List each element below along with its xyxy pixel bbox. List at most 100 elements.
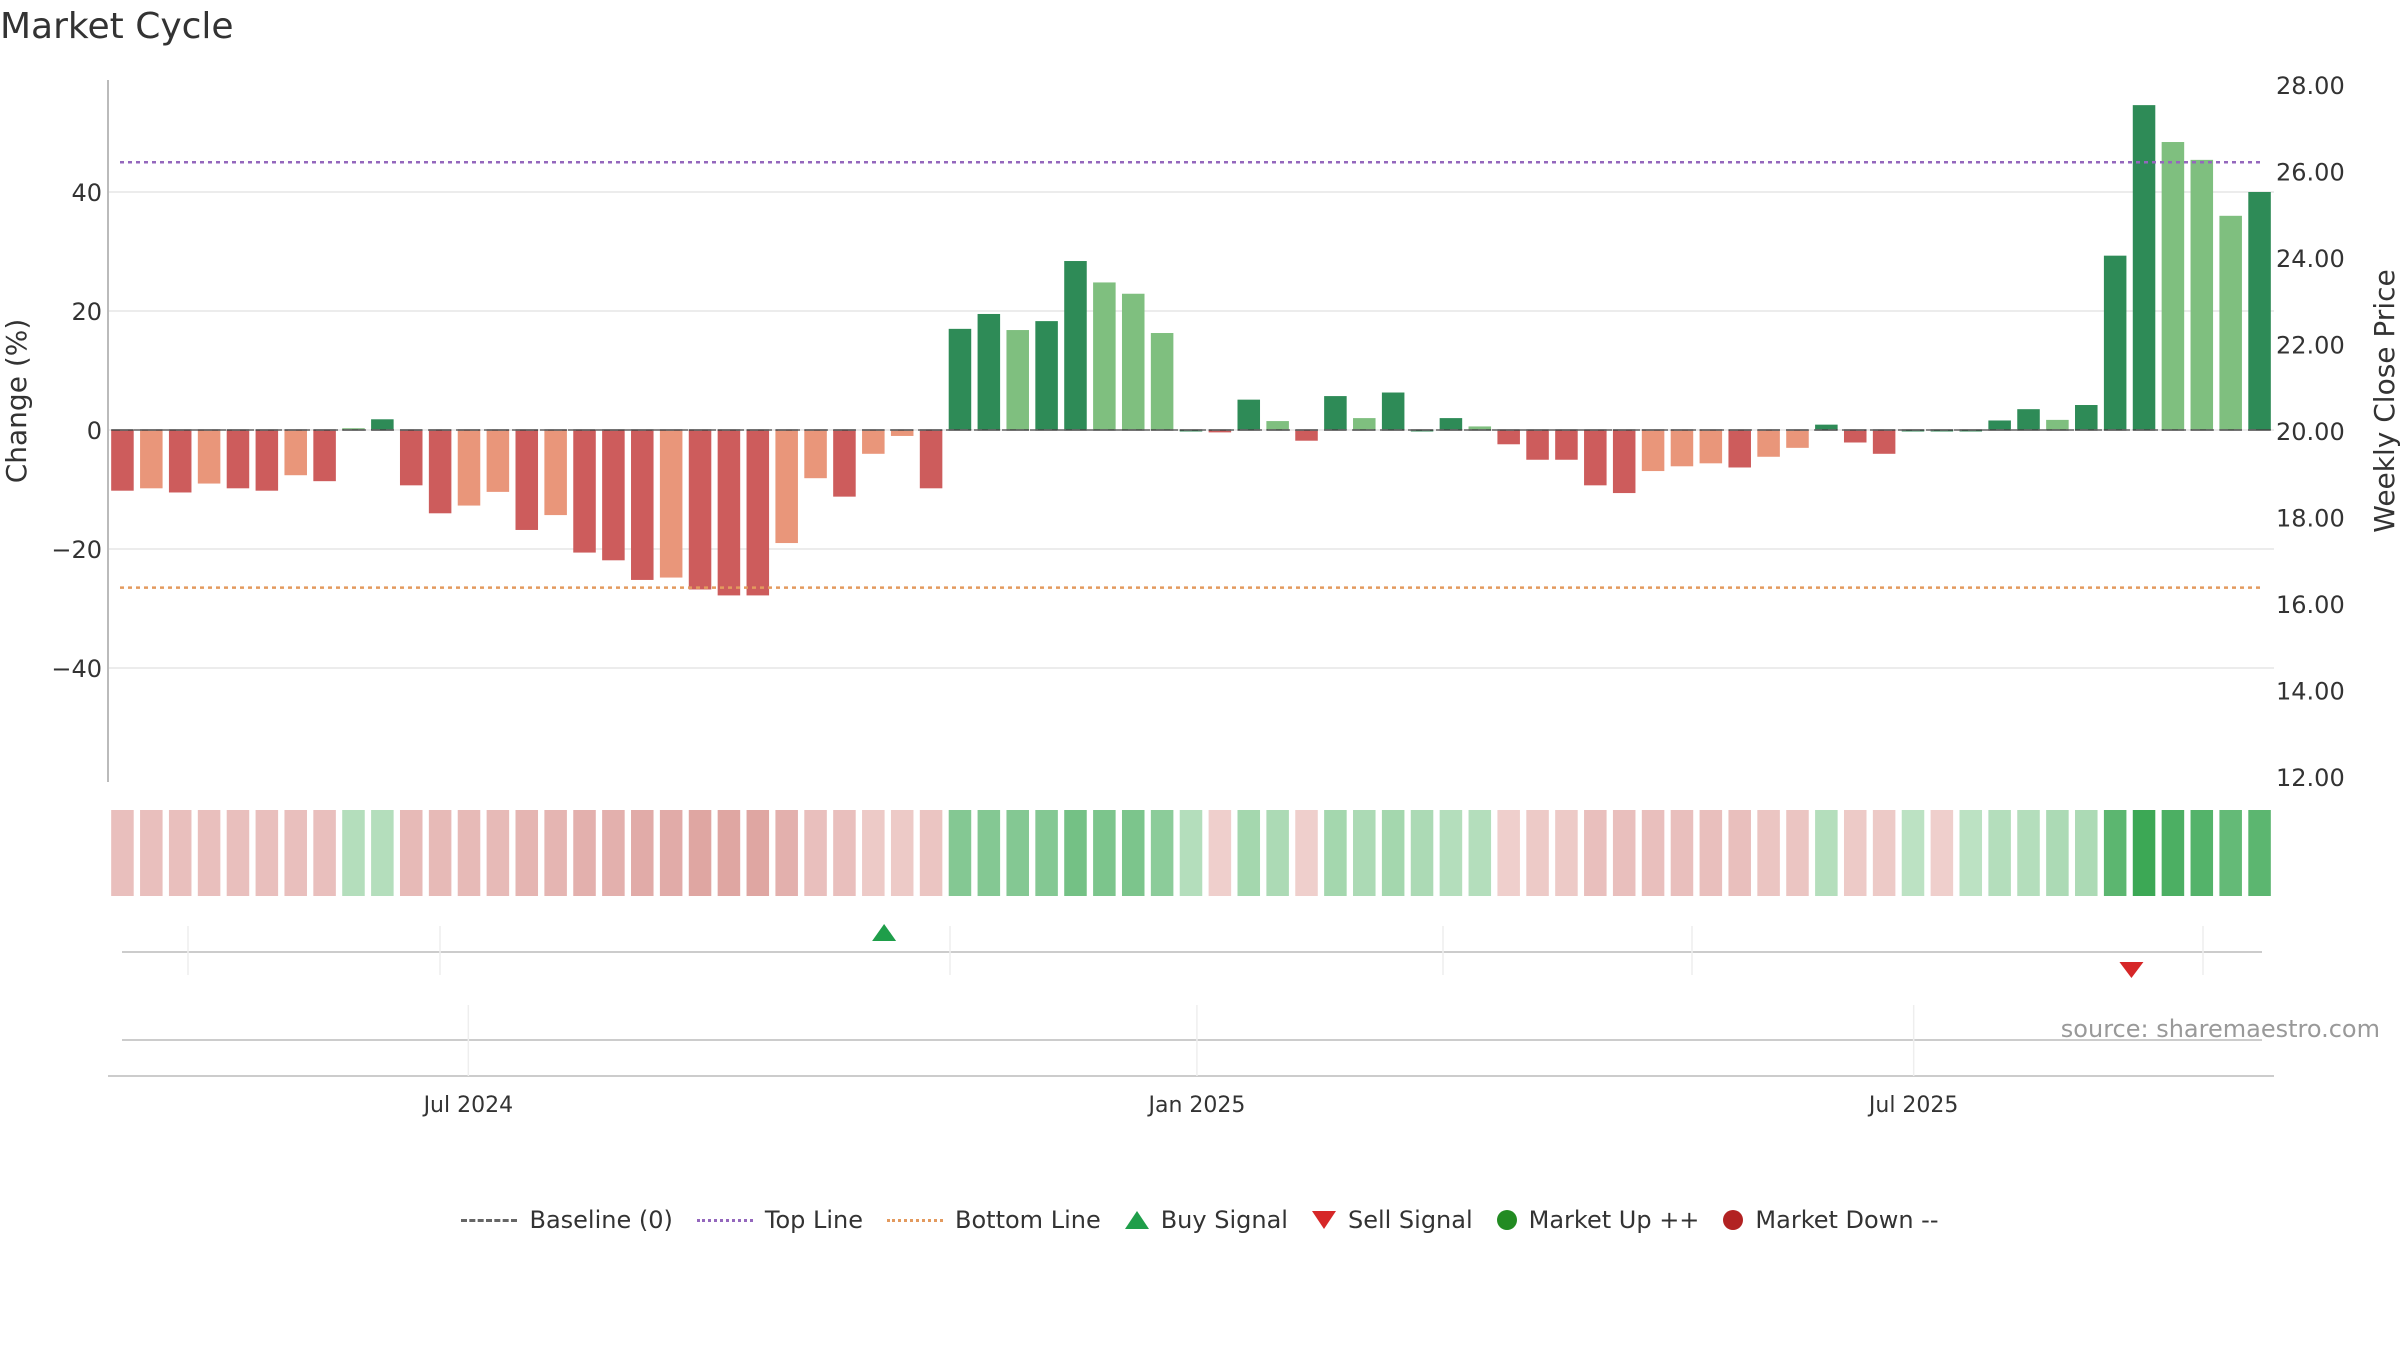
change-bar bbox=[486, 430, 510, 492]
heat-cell bbox=[717, 810, 741, 896]
change-bar bbox=[226, 430, 250, 489]
heat-cell bbox=[2103, 810, 2127, 896]
change-bar bbox=[428, 430, 452, 514]
change-bar bbox=[544, 430, 567, 516]
bars-layer bbox=[111, 105, 2271, 596]
change-bar bbox=[197, 430, 221, 484]
heat-cell bbox=[1670, 810, 1694, 896]
change-bar bbox=[371, 419, 394, 430]
change-bar bbox=[775, 430, 798, 544]
heat-cell bbox=[1093, 810, 1116, 896]
buy-signal-icon bbox=[1124, 1211, 1149, 1229]
y2-tick-label: 24.00 bbox=[2276, 245, 2345, 273]
change-bar bbox=[1353, 418, 1376, 430]
heat-cell bbox=[602, 810, 625, 896]
heat-cell bbox=[1266, 810, 1289, 896]
heat-cell bbox=[1872, 810, 1896, 896]
date-layer: Jul 2024 Jan 2025 Jul 2025 bbox=[108, 1005, 2274, 1118]
change-bar bbox=[1555, 430, 1578, 460]
market-cycle-chart: −40 −20 0 20 40 12.00 14.00 16.00 18.00 20.00 22.0… bbox=[0, 72, 2400, 1118]
change-bar bbox=[1670, 430, 1694, 467]
change-bar bbox=[1121, 293, 1145, 430]
y2-tick-label: 22.00 bbox=[2276, 332, 2345, 360]
change-bar bbox=[1843, 430, 1867, 443]
heat-cell bbox=[919, 810, 943, 896]
change-bar bbox=[804, 430, 827, 479]
bottom-line-swatch bbox=[887, 1218, 944, 1222]
change-bar bbox=[1728, 430, 1751, 468]
heat-cell bbox=[2248, 810, 2271, 896]
change-bar bbox=[573, 430, 596, 553]
change-bar bbox=[2161, 142, 2185, 430]
baseline-swatch bbox=[461, 1218, 518, 1222]
legend-label: Buy Signal bbox=[1160, 1206, 1288, 1234]
heat-cell bbox=[2046, 810, 2069, 896]
change-bar bbox=[1757, 430, 1780, 457]
legend-item: Buy Signal bbox=[1124, 1206, 1288, 1234]
heat-cell bbox=[1786, 810, 1809, 896]
change-bar bbox=[399, 430, 423, 486]
heat-cell bbox=[371, 810, 394, 896]
change-bar bbox=[313, 430, 336, 482]
axis-layer: −40 −20 0 20 40 12.00 14.00 16.00 18.00 20.00 22.0… bbox=[0, 72, 2400, 792]
y2-tick-label: 16.00 bbox=[2276, 591, 2345, 619]
y-tick-label: 20 bbox=[71, 298, 102, 326]
heat-cell bbox=[255, 810, 279, 896]
heat-cell bbox=[1641, 810, 1665, 896]
heat-cell bbox=[313, 810, 336, 896]
x-tick-label: Jul 2025 bbox=[1867, 1093, 1959, 1118]
top-line-swatch bbox=[696, 1218, 753, 1222]
y-tick-label: 40 bbox=[71, 179, 102, 207]
heat-cell bbox=[1208, 810, 1232, 896]
heat-cell bbox=[833, 810, 856, 896]
change-bar bbox=[1815, 424, 1838, 430]
heat-cell bbox=[1612, 810, 1636, 896]
change-bar bbox=[2219, 215, 2242, 430]
heat-cell bbox=[1035, 810, 1058, 896]
heat-cell bbox=[1150, 810, 1174, 896]
change-bar bbox=[1497, 430, 1520, 445]
change-bar bbox=[1208, 430, 1232, 433]
heat-cell bbox=[544, 810, 567, 896]
y-tick-label: −40 bbox=[51, 655, 102, 683]
y-tick-label: −20 bbox=[51, 536, 102, 564]
legend-item: Market Up ++ bbox=[1496, 1206, 1699, 1234]
legend-label: Bottom Line bbox=[955, 1206, 1101, 1234]
heat-cell bbox=[804, 810, 827, 896]
heat-cell bbox=[1179, 810, 1203, 896]
heat-cell bbox=[1815, 810, 1838, 896]
legend-item: Sell Signal bbox=[1311, 1206, 1473, 1234]
heat-cell bbox=[1901, 810, 1925, 896]
change-bar bbox=[890, 430, 914, 436]
heat-cell bbox=[428, 810, 452, 896]
change-bar bbox=[1526, 430, 1549, 460]
heat-cell bbox=[515, 810, 539, 896]
change-bar bbox=[1064, 261, 1087, 430]
heat-cell bbox=[2190, 810, 2214, 896]
heat-cell bbox=[140, 810, 163, 896]
change-bar bbox=[1035, 321, 1058, 430]
market-up-dot-icon bbox=[1496, 1210, 1517, 1230]
heat-cell bbox=[1757, 810, 1780, 896]
heat-cell bbox=[1237, 810, 1261, 896]
y-axis-title: Change (%) bbox=[0, 319, 33, 484]
legend-item: Top Line bbox=[696, 1206, 863, 1234]
y2-axis-title: Weekly Close Price bbox=[2368, 269, 2400, 532]
change-bar bbox=[284, 430, 307, 476]
heat-cell bbox=[977, 810, 1001, 896]
heat-cell bbox=[2075, 810, 2098, 896]
heat-cell bbox=[1410, 810, 1434, 896]
heat-cell bbox=[342, 810, 365, 896]
heat-cell bbox=[1728, 810, 1751, 896]
change-bar bbox=[1988, 420, 2011, 430]
heat-cell bbox=[573, 810, 596, 896]
heat-cell bbox=[1324, 810, 1347, 896]
change-bar bbox=[948, 328, 972, 430]
change-bar bbox=[1786, 430, 1809, 448]
change-bar bbox=[659, 430, 683, 578]
heat-cell bbox=[1699, 810, 1723, 896]
heat-cell bbox=[1555, 810, 1578, 896]
heat-cell bbox=[226, 810, 250, 896]
change-bar bbox=[2017, 409, 2040, 430]
heat-cell bbox=[1121, 810, 1145, 896]
